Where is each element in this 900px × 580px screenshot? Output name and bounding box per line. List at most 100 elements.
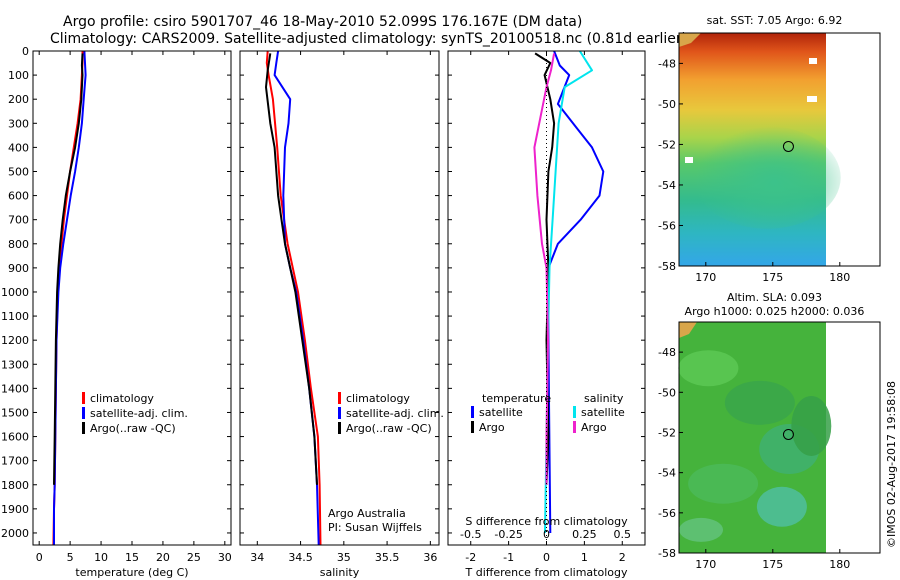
series-line-diff-0 [547, 50, 605, 534]
legend-label-diff: satellite [479, 406, 523, 419]
legend-label-temp: satellite-adj. clim. [90, 407, 188, 420]
depth-tick-label: 700 [8, 214, 29, 227]
legend-label-temp: Argo(..raw -QC) [90, 422, 176, 435]
depth-tick-label: 1900 [1, 503, 29, 516]
depth-tick-label: 1500 [1, 406, 29, 419]
series-line-sal-2 [265, 53, 318, 485]
legend-swatch-diff [471, 421, 474, 433]
x-tick-label-temp: 5 [67, 551, 74, 564]
series-line-diff-2 [544, 50, 593, 534]
depth-tick-label: 600 [8, 190, 29, 203]
legend-swatch-temp [82, 422, 85, 434]
series-line-diff-1 [534, 52, 556, 485]
x-tick-label-sal: 34.5 [288, 551, 313, 564]
sst-cool-patch [693, 126, 841, 229]
x-tick-label-temp: 10 [94, 551, 108, 564]
legend-label-sal: Argo(..raw -QC) [346, 422, 432, 435]
series-line-temp-2 [53, 53, 84, 485]
x-tick-label-sal: 35.5 [375, 551, 400, 564]
map-x-tick-label-sla: 175 [762, 558, 783, 571]
map-y-tick-label-sla: -52 [658, 426, 676, 439]
depth-tick-label: 1600 [1, 431, 29, 444]
map-y-tick-label-sla: -54 [658, 467, 676, 480]
panel-frame-sal [239, 50, 440, 546]
sla-anomaly-patch [679, 517, 724, 542]
map-x-tick-label-sla: 170 [695, 558, 716, 571]
panel-frame-temp [32, 50, 232, 546]
series-line-diff-3 [533, 53, 556, 485]
depth-tick-label: 0 [22, 45, 29, 58]
s-diff-tick-label: 0 [543, 528, 550, 541]
legend-label-sal: climatology [346, 392, 410, 405]
x-tick-label-temp: 15 [125, 551, 139, 564]
map-x-tick-label-sla: 180 [829, 558, 850, 571]
depth-tick-label: 1000 [1, 286, 29, 299]
x-tick-label-sal: 34 [250, 551, 264, 564]
legend-swatch-diff [573, 406, 576, 418]
x-tick-label-temp: 30 [218, 551, 232, 564]
map-y-tick-label-sla: -48 [658, 346, 676, 359]
s-diff-axis-label: S difference from climatology [465, 515, 628, 528]
legend-swatch-diff [471, 406, 474, 418]
legend-swatch-sal [338, 422, 341, 434]
sla-anomaly-patch [791, 395, 832, 456]
x-tick-label-sal: 36 [423, 551, 437, 564]
x-tick-label-sal: 35 [337, 551, 351, 564]
x-axis-label-diff: T difference from climatology [465, 566, 628, 579]
sla-anomaly-patch [724, 380, 795, 425]
map-title-sst: sat. SST: 7.05 Argo: 6.92 [707, 14, 843, 27]
x-tick-label-temp: 0 [36, 551, 43, 564]
title-line-2: Climatology: CARS2009. Satellite-adjuste… [50, 31, 688, 47]
series-line-sal-0 [265, 50, 322, 545]
legend-heading-temperature: temperature [482, 392, 551, 405]
legend-swatch-sal [338, 392, 341, 404]
legend-label-sal: satellite-adj. clim. [346, 407, 444, 420]
depth-tick-label: 300 [8, 117, 29, 130]
legend-label-diff: satellite [581, 406, 625, 419]
map-title-sla: Argo h1000: 0.025 h2000: 0.036 [685, 305, 865, 318]
legend-label-diff: Argo [479, 421, 505, 434]
depth-tick-label: 800 [8, 238, 29, 251]
s-diff-tick-label: 0.5 [614, 528, 632, 541]
x-tick-label-diff: -2 [465, 551, 476, 564]
series-group-sal [265, 50, 322, 545]
x-tick-label-diff: 0 [543, 551, 550, 564]
x-tick-label-temp: 20 [156, 551, 170, 564]
series-group-diff [533, 50, 605, 534]
argo-float-marker-sla [782, 428, 794, 440]
map-y-tick-label-sla: -58 [658, 547, 676, 560]
map-x-tick-label-sst: 180 [829, 271, 850, 284]
map-y-tick-label-sst: -58 [658, 260, 676, 273]
depth-tick-label: 1100 [1, 310, 29, 323]
title-line-1: Argo profile: csiro 5901707_46 18-May-20… [63, 14, 583, 30]
map-y-tick-label-sst: -48 [658, 57, 676, 70]
missing-data-patch [807, 96, 817, 102]
map-y-tick-label-sla: -56 [658, 507, 676, 520]
land-mass [679, 322, 697, 338]
land-mass [679, 33, 701, 47]
map-x-tick-label-sst: 170 [695, 271, 716, 284]
x-tick-label-temp: 25 [187, 551, 201, 564]
legend-swatch-temp [82, 392, 85, 404]
map-y-tick-label-sst: -54 [658, 179, 676, 192]
sla-anomaly-patch [678, 350, 739, 387]
legend-swatch-diff [573, 421, 576, 433]
map-frame-sst [678, 32, 881, 267]
x-tick-label-diff: 2 [619, 551, 626, 564]
legend-heading-salinity: salinity [584, 392, 624, 405]
s-diff-tick-label: -0.5 [460, 528, 481, 541]
depth-tick-label: 400 [8, 141, 29, 154]
depth-tick-label: 900 [8, 262, 29, 275]
map-title-sla: Altim. SLA: 0.093 [727, 291, 822, 304]
depth-tick-label: 200 [8, 93, 29, 106]
sla-anomaly-patch [756, 486, 807, 527]
map-frame-sla [678, 321, 881, 554]
depth-tick-label: 2000 [1, 527, 29, 540]
s-diff-tick-label: 0.25 [572, 528, 597, 541]
sla-anomaly-patch [688, 463, 759, 504]
legend-swatch-sal [338, 407, 341, 419]
legend-label-temp: climatology [90, 392, 154, 405]
legend-label-diff: Argo [581, 421, 607, 434]
depth-tick-label: 1200 [1, 334, 29, 347]
